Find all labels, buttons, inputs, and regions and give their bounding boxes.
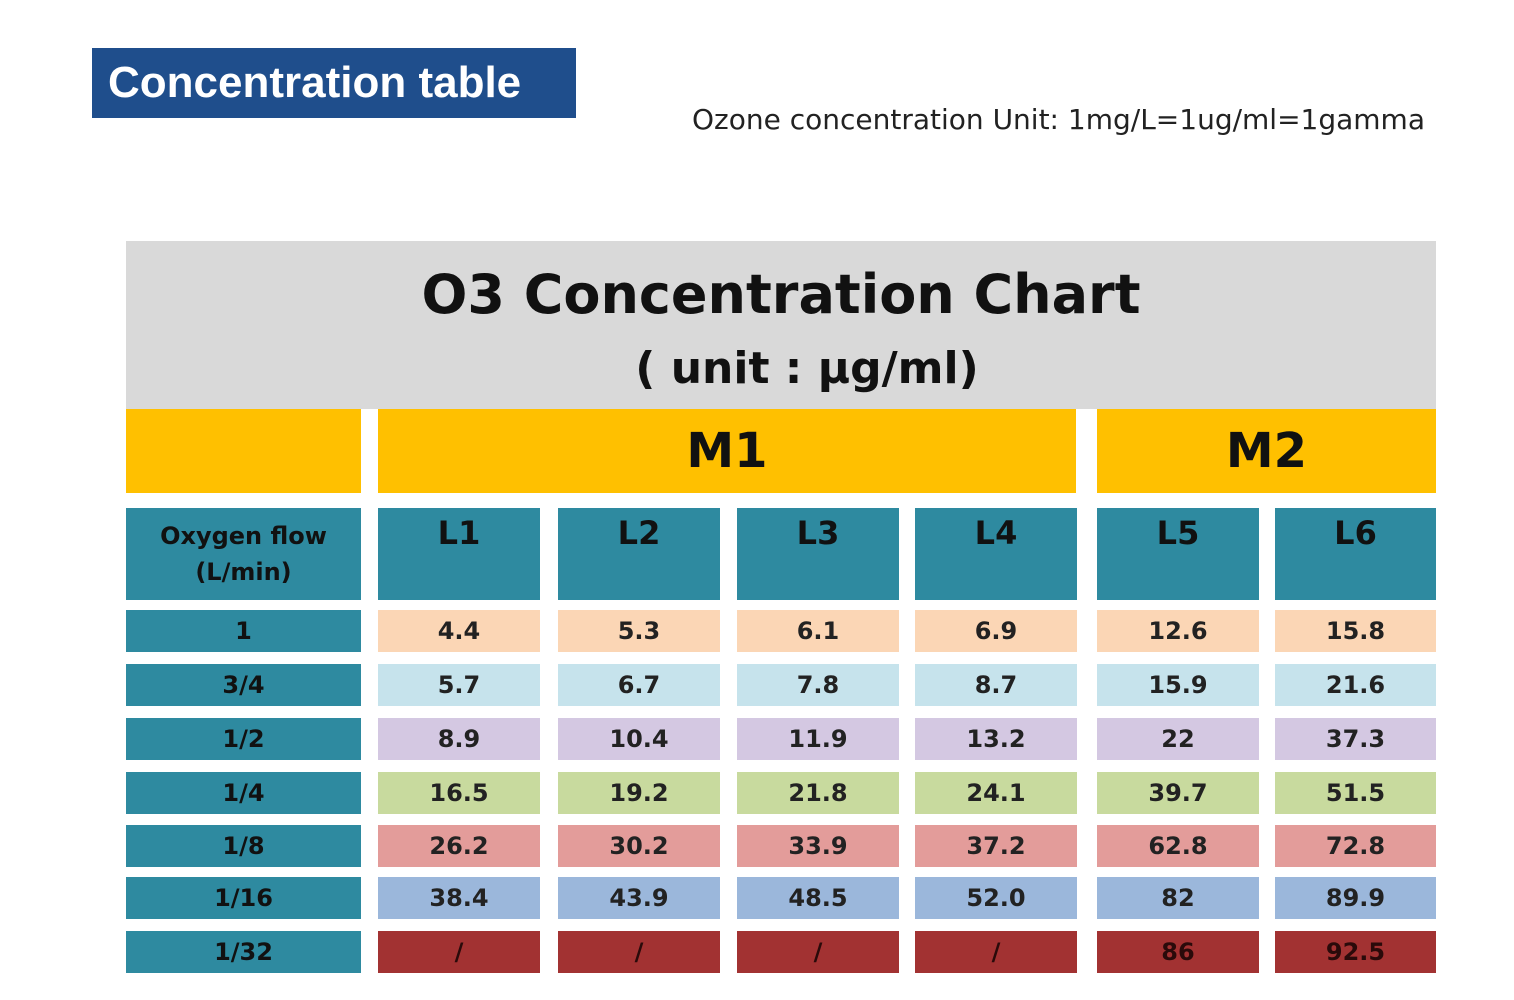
value-cell: 7.8 [737, 664, 899, 706]
value-cell: 8.9 [378, 718, 540, 760]
value-cell: 6.1 [737, 610, 899, 652]
value-cell: 39.7 [1097, 772, 1259, 814]
value-cell: 8.7 [915, 664, 1077, 706]
value-cell: 48.5 [737, 877, 899, 919]
column-header-l5: L5 [1097, 508, 1259, 600]
value-cell: 37.3 [1275, 718, 1436, 760]
flow-cell: 1/16 [126, 877, 361, 919]
value-cell: 52.0 [915, 877, 1077, 919]
group-header-m2: M2 [1097, 409, 1436, 493]
value-cell: 11.9 [737, 718, 899, 760]
value-cell: 6.7 [558, 664, 720, 706]
value-cell: 92.5 [1275, 931, 1436, 973]
value-cell: 30.2 [558, 825, 720, 867]
column-header-l6: L6 [1275, 508, 1436, 600]
value-cell: 5.7 [378, 664, 540, 706]
column-header-l3: L3 [737, 508, 899, 600]
value-cell: 21.8 [737, 772, 899, 814]
column-header-l2: L2 [558, 508, 720, 600]
value-cell: 62.8 [1097, 825, 1259, 867]
flow-cell: 1/32 [126, 931, 361, 973]
value-cell: 89.9 [1275, 877, 1436, 919]
value-cell: 4.4 [378, 610, 540, 652]
value-cell: / [915, 931, 1077, 973]
value-cell: 22 [1097, 718, 1259, 760]
unit-note: Ozone concentration Unit: 1mg/L=1ug/ml=1… [692, 103, 1425, 136]
flow-cell: 3/4 [126, 664, 361, 706]
value-cell: 24.1 [915, 772, 1077, 814]
column-header-l1: L1 [378, 508, 540, 600]
value-cell: 72.8 [1275, 825, 1436, 867]
value-cell: 6.9 [915, 610, 1077, 652]
value-cell: 12.6 [1097, 610, 1259, 652]
value-cell: 43.9 [558, 877, 720, 919]
flow-cell: 1/4 [126, 772, 361, 814]
value-cell: 26.2 [378, 825, 540, 867]
value-cell: 15.8 [1275, 610, 1436, 652]
column-header-l4: L4 [915, 508, 1077, 600]
value-cell: 51.5 [1275, 772, 1436, 814]
oxygen-flow-unit: (L/min) [195, 558, 292, 586]
value-cell: 16.5 [378, 772, 540, 814]
chart-unit: ( unit : μg/ml) [635, 343, 979, 394]
value-cell: 19.2 [558, 772, 720, 814]
value-cell: 37.2 [915, 825, 1077, 867]
slide-title: Concentration table [92, 48, 576, 118]
flow-cell: 1/8 [126, 825, 361, 867]
value-cell: 33.9 [737, 825, 899, 867]
value-cell: 15.9 [1097, 664, 1259, 706]
chart-header: O3 Concentration Chart ( unit : μg/ml) [126, 241, 1436, 409]
value-cell: 21.6 [1275, 664, 1436, 706]
flow-cell: 1/2 [126, 718, 361, 760]
value-cell: / [737, 931, 899, 973]
value-cell: 5.3 [558, 610, 720, 652]
chart-title: O3 Concentration Chart [421, 263, 1141, 326]
value-cell: / [558, 931, 720, 973]
value-cell: 82 [1097, 877, 1259, 919]
value-cell: / [378, 931, 540, 973]
value-cell: 13.2 [915, 718, 1077, 760]
oxygen-flow-header: Oxygen flow (L/min) [126, 508, 361, 600]
value-cell: 86 [1097, 931, 1259, 973]
value-cell: 38.4 [378, 877, 540, 919]
value-cell: 10.4 [558, 718, 720, 760]
oxygen-flow-label: Oxygen flow [160, 522, 327, 550]
group-header-m1: M1 [378, 409, 1076, 493]
flow-cell: 1 [126, 610, 361, 652]
group-header-blank [126, 409, 361, 493]
